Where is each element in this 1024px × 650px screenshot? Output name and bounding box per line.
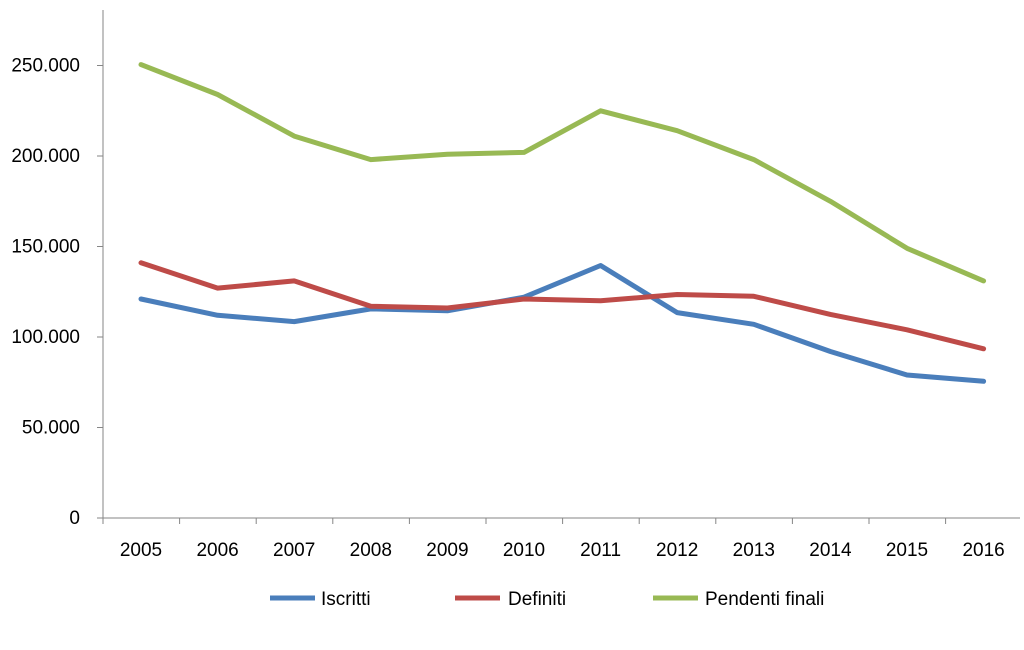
chart-series: [138, 62, 987, 384]
series-line-pendenti-finali: [138, 62, 987, 284]
y-tick-label: 100.000: [11, 327, 80, 348]
y-tick-label: 0: [69, 508, 80, 529]
y-tick-label: 200.000: [11, 146, 80, 167]
x-tick-label: 2015: [886, 540, 928, 561]
legend-label-iscritti: Iscritti: [321, 589, 371, 610]
legend-label-pendenti-finali: Pendenti finali: [705, 589, 824, 610]
x-tick-label: 2007: [273, 540, 315, 561]
series-line-iscritti: [138, 263, 987, 384]
y-tick-label: 150.000: [11, 237, 80, 258]
x-tick-label: 2009: [426, 540, 468, 561]
chart-axes: 0 50.000 100.000 150.000 200.000 250.000 2005 2…: [11, 10, 1020, 561]
y-tick-label: 50.000: [22, 418, 80, 439]
series-line-definiti: [138, 260, 987, 352]
x-tick-label: 2011: [580, 540, 621, 561]
x-tick-label: 2013: [733, 540, 775, 561]
legend-label-definiti: Definiti: [508, 589, 566, 610]
x-tick-label: 2006: [196, 540, 238, 561]
x-tick-label: 2012: [656, 540, 698, 561]
x-tick-label: 2016: [962, 540, 1004, 561]
x-tick-label: 2010: [503, 540, 545, 561]
x-tick-label: 2014: [809, 540, 852, 561]
x-tick-label: 2005: [120, 540, 162, 561]
x-tick-label: 2008: [350, 540, 392, 561]
chart-legend: Iscritti Definiti Pendenti finali: [270, 589, 824, 610]
y-tick-label: 250.000: [11, 56, 80, 77]
